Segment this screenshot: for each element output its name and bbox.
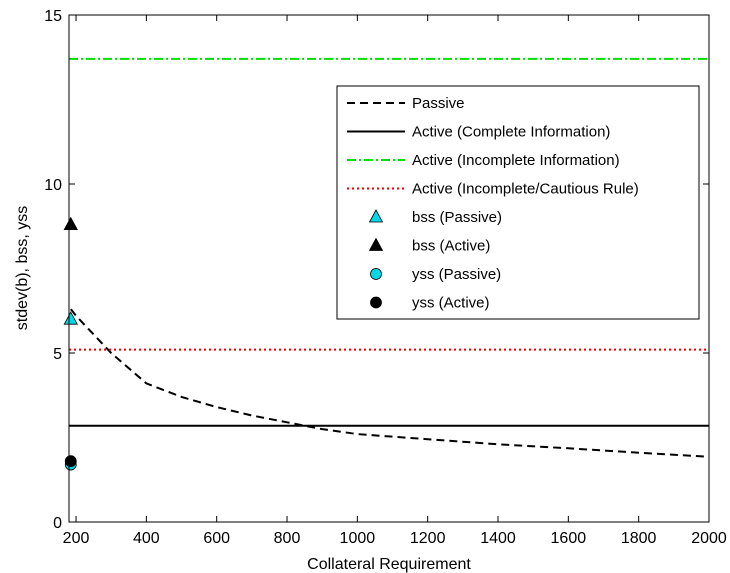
x-tick-label: 1800 [621,530,657,547]
x-tick-label: 800 [274,530,301,547]
x-tick-label: 400 [133,530,160,547]
legend-box [336,85,700,320]
legend-label: Active (Incomplete Information) [412,152,620,169]
x-tick-label: 1000 [340,530,376,547]
legend-label: Passive [412,95,465,112]
y-tick-label: 5 [53,346,62,363]
legend-label: bss (Active) [412,238,490,255]
marker-bss-active [63,216,78,230]
marker-yss-active [64,455,77,468]
marker-bss-passive [63,311,78,325]
series-line-passive [70,308,710,458]
x-tick-label: 1400 [480,530,516,547]
x-tick-label: 1200 [410,530,446,547]
x-axis-label: Collateral Requirement [307,556,471,573]
legend-label: Active (Incomplete/Cautious Rule) [412,181,639,198]
x-tick-label: 200 [63,530,90,547]
legend-marker [368,237,384,251]
legend-label: yss (Passive) [412,266,501,283]
legend-label: bss (Passive) [412,209,502,226]
legend-label: Active (Complete Information) [412,124,610,141]
y-tick-label: 10 [44,177,62,194]
legend-marker [370,296,382,309]
x-tick-label: 600 [203,530,230,547]
x-tick-label: 1600 [551,530,587,547]
x-tick-label: 2000 [691,530,727,547]
plot-frame [68,14,710,523]
y-axis-label: stdev(b), bss, yss [14,206,31,330]
y-tick-label: 0 [53,515,62,532]
legend-label: yss (Active) [412,295,490,312]
legend-marker [368,209,384,223]
legend-marker [370,268,382,280]
y-tick-label: 15 [44,8,62,25]
